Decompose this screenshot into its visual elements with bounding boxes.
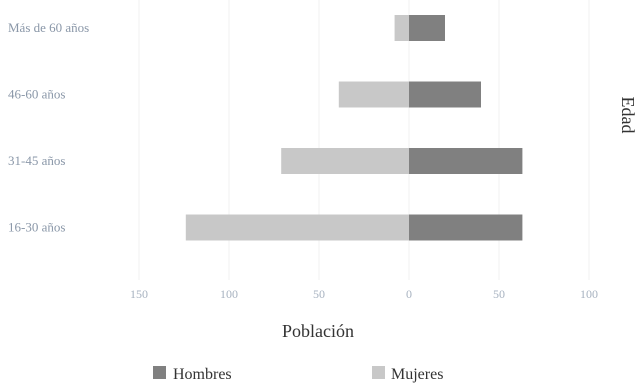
bar-hombres (409, 214, 523, 241)
x-tick-label: 100 (580, 287, 598, 301)
category-labels: 16-30 años 31-45 años 46-60 años Más de 60 … (8, 20, 89, 235)
bar-hombres (409, 15, 445, 41)
legend-swatch-mujeres (372, 366, 385, 379)
category-label: 16-30 años (8, 220, 65, 235)
bar-hombres (409, 81, 481, 108)
x-tick-label: 50 (313, 287, 325, 301)
legend-label-hombres: Hombres (173, 366, 232, 383)
category-label: 46-60 años (8, 87, 65, 102)
bar-mujeres (185, 214, 409, 241)
bar-mujeres (281, 148, 409, 174)
y-axis-title: Edad (618, 97, 638, 134)
x-tick-label: 50 (493, 287, 505, 301)
x-tick-label: 100 (220, 287, 238, 301)
legend-label-mujeres: Mujeres (391, 366, 443, 383)
category-label: Más de 60 años (8, 20, 89, 35)
x-tick-label: 150 (130, 287, 148, 301)
bar-mujeres (394, 15, 409, 41)
bars (185, 15, 523, 241)
category-label: 31-45 años (8, 153, 65, 168)
grid-lines (138, 0, 590, 280)
legend: Hombres Mujeres (153, 366, 443, 383)
x-tick-label: 0 (406, 287, 412, 301)
bar-mujeres (338, 81, 409, 108)
bar-hombres (409, 148, 523, 174)
legend-swatch-hombres (153, 366, 166, 379)
x-axis-title: Población (282, 321, 354, 341)
x-tick-labels: 150 100 50 0 50 100 (130, 287, 598, 301)
